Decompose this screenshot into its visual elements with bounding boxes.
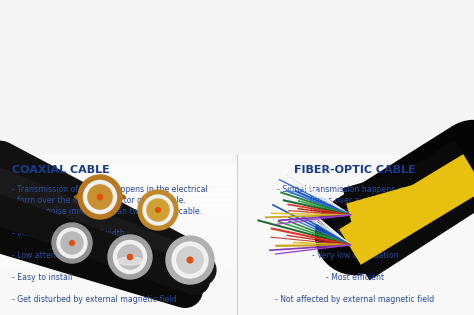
Circle shape [61, 232, 83, 254]
Text: - Higher noise immunity than twisted-pair cable.: - Higher noise immunity than twisted-pai… [12, 207, 202, 216]
Circle shape [147, 199, 169, 221]
Circle shape [166, 236, 214, 284]
Circle shape [113, 240, 146, 273]
Circle shape [70, 241, 74, 245]
Bar [0, 164, 237, 170]
Ellipse shape [118, 257, 143, 265]
Text: - Signal transmission happens in optical
  forms over a glass fiber.: - Signal transmission happens in optical… [276, 185, 433, 205]
Bar [0, 160, 237, 315]
Circle shape [83, 180, 117, 214]
Circle shape [118, 245, 142, 269]
Ellipse shape [75, 193, 125, 201]
Bar [0, 284, 237, 290]
Ellipse shape [75, 193, 125, 201]
Ellipse shape [75, 193, 125, 201]
Bar [0, 299, 237, 305]
Bar [0, 294, 237, 300]
Circle shape [177, 247, 203, 273]
Bar [0, 219, 237, 225]
Text: - Easy to install: - Easy to install [12, 273, 73, 282]
Bar [0, 269, 237, 275]
Text: - Very low attenuation: - Very low attenuation [312, 251, 398, 260]
Ellipse shape [75, 193, 125, 201]
Circle shape [52, 223, 92, 263]
Ellipse shape [75, 193, 125, 201]
Bar [0, 194, 237, 200]
Bar [0, 239, 237, 245]
Bar [0, 224, 237, 230]
Bar [0, 304, 237, 310]
Bar [0, 184, 237, 190]
Bar [0, 204, 237, 210]
Bar [0, 254, 237, 260]
Bar [0, 189, 237, 195]
Bar [0, 155, 474, 315]
Bar [0, 209, 237, 215]
Circle shape [155, 208, 160, 212]
Bar [0, 249, 237, 255]
Circle shape [57, 228, 87, 258]
Circle shape [78, 175, 122, 219]
Bar [0, 179, 237, 185]
Text: - Get disturbed by external magnetic field: - Get disturbed by external magnetic fie… [12, 295, 177, 304]
Bar [237, 160, 474, 315]
Circle shape [143, 195, 173, 225]
Bar [0, 289, 237, 295]
Text: FIBER-OPTIC CABLE: FIBER-OPTIC CABLE [294, 165, 416, 175]
Bar [0, 229, 237, 235]
Text: - Transmission of signals happens in the electrical
  form over the inner conduc: - Transmission of signals happens in the… [12, 185, 208, 205]
Text: - Moderately high bandwidth: - Moderately high bandwidth [12, 229, 125, 238]
Bar [0, 279, 237, 285]
Bar [0, 259, 237, 265]
Circle shape [187, 257, 193, 263]
Circle shape [138, 190, 178, 230]
Ellipse shape [75, 193, 125, 201]
Text: - Very high bandwidth: - Very high bandwidth [312, 229, 398, 238]
Text: - Not affected by external magnetic field: - Not affected by external magnetic fiel… [275, 295, 435, 304]
Bar [0, 199, 237, 205]
Bar [0, 274, 237, 280]
Circle shape [128, 254, 133, 260]
Bar [0, 244, 237, 250]
Text: - Most efficient: - Most efficient [326, 273, 384, 282]
Bar [0, 169, 237, 175]
Bar [0, 234, 237, 240]
Circle shape [172, 242, 208, 278]
Text: - Highest noise immunity.: - Highest noise immunity. [305, 207, 405, 216]
Circle shape [108, 235, 152, 279]
Ellipse shape [175, 260, 205, 270]
Circle shape [97, 194, 103, 200]
Bar [0, 264, 237, 270]
Bar [0, 309, 237, 315]
Bar [0, 214, 237, 220]
Ellipse shape [75, 193, 125, 201]
Bar [0, 174, 237, 180]
Text: - Low attenuation: - Low attenuation [12, 251, 81, 260]
Circle shape [88, 185, 112, 209]
Text: COAXIAL CABLE: COAXIAL CABLE [12, 165, 110, 175]
